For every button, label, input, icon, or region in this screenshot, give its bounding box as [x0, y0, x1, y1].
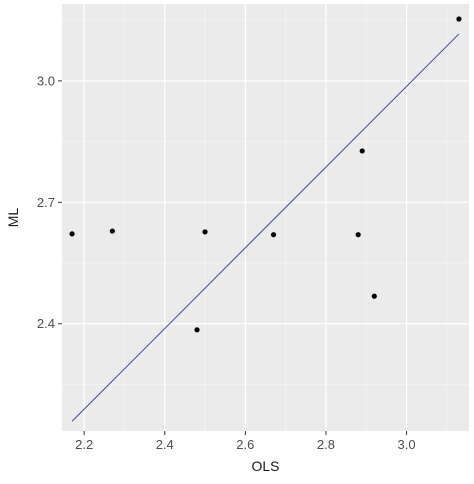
- x-axis: 2.2 2.4 2.6 2.8 3.0: [75, 431, 416, 452]
- x-tick-label: 3.0: [398, 437, 416, 452]
- data-point: [194, 327, 200, 333]
- data-point: [371, 293, 377, 299]
- data-point: [69, 231, 75, 237]
- x-tick-label: 2.2: [75, 437, 93, 452]
- x-tick-label: 2.8: [317, 437, 335, 452]
- y-tick-label: 2.7: [37, 195, 55, 210]
- data-point: [109, 228, 115, 234]
- y-axis-label: ML: [5, 208, 21, 228]
- grid-major: [62, 4, 469, 431]
- x-tick-label: 2.4: [156, 437, 174, 452]
- grid-minor: [62, 4, 469, 431]
- plot-panel: [62, 4, 469, 431]
- fit-line-layer: [71, 33, 460, 422]
- data-point: [202, 229, 208, 235]
- data-point: [355, 232, 361, 238]
- data-point: [359, 148, 365, 154]
- points-layer: [69, 16, 462, 333]
- fit-line: [71, 33, 460, 422]
- x-tick-label: 2.6: [236, 437, 254, 452]
- data-point: [270, 232, 277, 238]
- y-tick-label: 2.4: [37, 316, 55, 331]
- y-tick-label: 3.0: [37, 73, 55, 88]
- x-axis-label: OLS: [251, 458, 279, 474]
- y-axis: 2.4 2.7 3.0: [37, 73, 62, 331]
- data-point: [456, 16, 462, 22]
